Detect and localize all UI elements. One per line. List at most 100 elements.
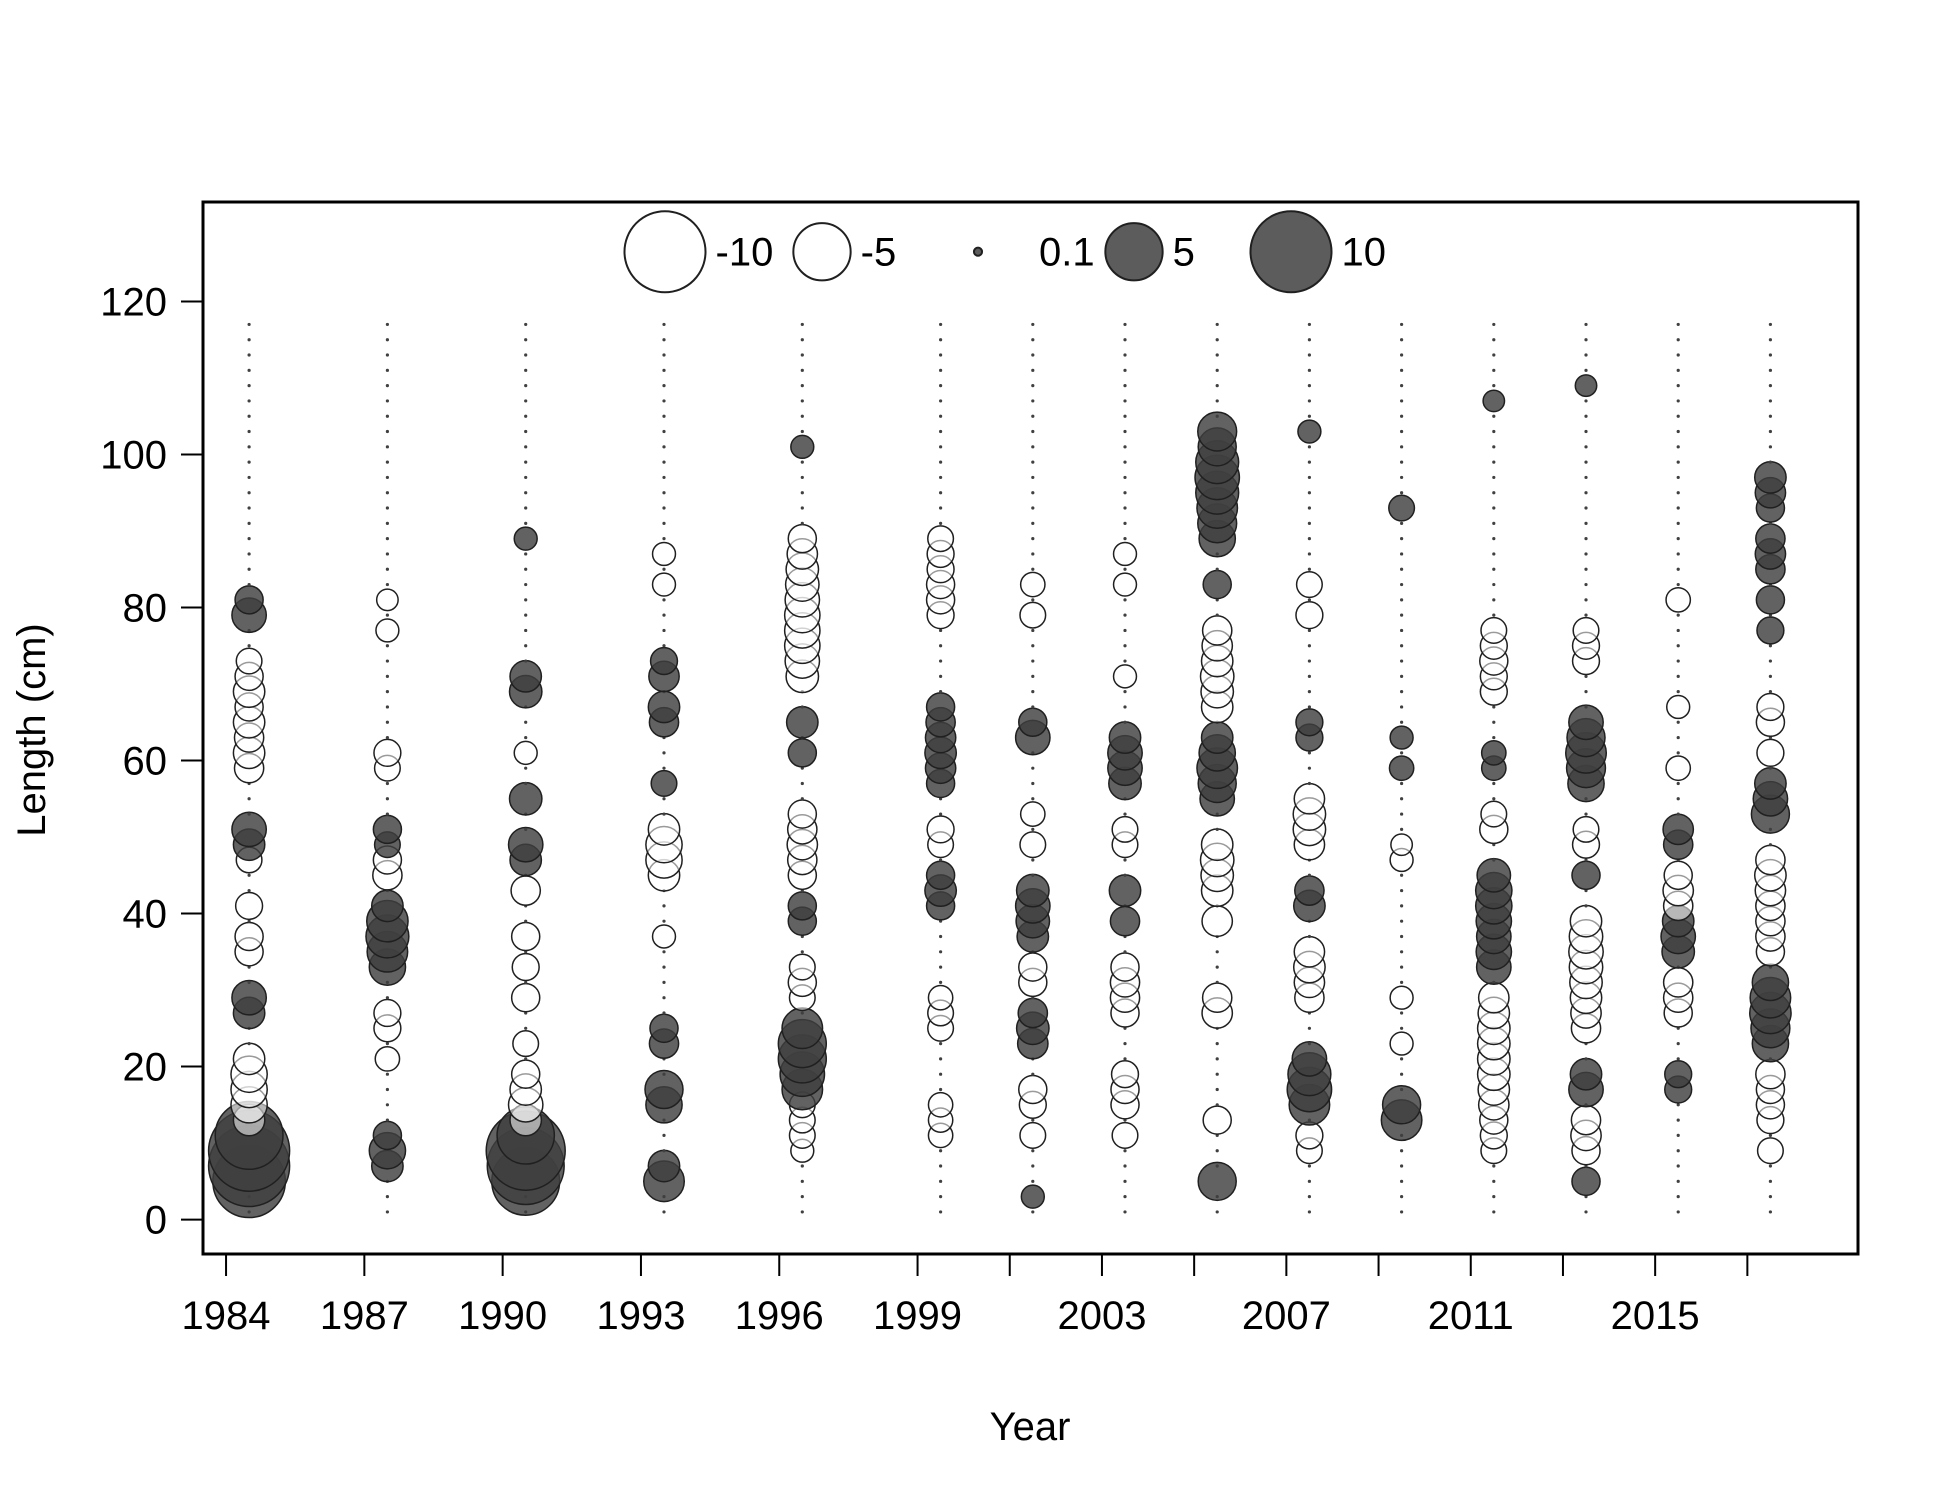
bubble-point-small: [524, 980, 528, 984]
bubble-point-small: [800, 1195, 804, 1199]
bubble-point-small: [662, 628, 666, 633]
bubble-point-small: [1492, 1179, 1496, 1183]
bubble-point-positive: [1297, 419, 1322, 444]
bubble-point-small: [1400, 491, 1404, 495]
bubble-point-small: [1123, 873, 1127, 877]
bubble-point-positive: [1664, 1060, 1693, 1089]
bubble-point-small: [1307, 705, 1312, 709]
bubble-point-small: [939, 353, 943, 357]
bubble-point-small: [1123, 506, 1127, 510]
bubble-point-small: [385, 1118, 390, 1122]
bubble-point-negative: [1295, 570, 1323, 599]
bubble-point-small: [662, 353, 666, 357]
bubble-point-small: [1031, 338, 1035, 342]
bubble-point-positive: [1108, 721, 1142, 755]
bubble-point-small: [1123, 353, 1127, 357]
bubble-point-small: [939, 934, 943, 939]
bubble-point-small: [247, 644, 251, 648]
year-column: [485, 322, 566, 1216]
bubble-point-small: [385, 414, 390, 418]
bubble-point-small: [1123, 1042, 1127, 1046]
bubble-point-negative: [651, 541, 677, 567]
bubble-point-negative: [1019, 571, 1046, 598]
bubble-point-small: [1400, 1026, 1404, 1030]
bubble-point-small: [662, 567, 666, 571]
bubble-point-small: [385, 690, 390, 694]
bubble-point-positive: [1197, 1161, 1237, 1202]
bubble-point-small: [1676, 368, 1680, 372]
bubble-point-negative: [787, 799, 818, 829]
bubble-point-small: [1031, 414, 1035, 418]
bubble-point-small: [1031, 1118, 1035, 1122]
bubble-point-small: [939, 628, 943, 633]
y-tick-label: 20: [123, 1046, 168, 1090]
bubble-point-positive: [1018, 707, 1048, 738]
bubble-point-small: [1676, 582, 1680, 587]
bubble-point-small: [1400, 904, 1404, 908]
bubble-point-small: [1307, 1195, 1312, 1199]
bubble-point-positive: [1753, 460, 1787, 494]
year-column: [1107, 322, 1143, 1214]
bubble-point-small: [524, 582, 528, 587]
bubble-point-small: [1492, 567, 1496, 571]
bubble-point-small: [524, 414, 528, 418]
bubble-point-small: [662, 384, 666, 388]
bubble-point-small: [1400, 1149, 1404, 1153]
bubble-point-negative: [927, 984, 954, 1011]
legend: -10 -5 0.1 5 10: [623, 210, 1387, 294]
bubble-point-small: [1400, 384, 1404, 388]
bubble-point-negative: [1110, 952, 1140, 982]
bubble-point-small: [1307, 751, 1312, 755]
bubble-point-negative: [373, 998, 402, 1028]
bubble-point-negative: [1293, 935, 1326, 968]
bubble-point-negative: [1112, 541, 1138, 567]
bubble-point-negative: [1295, 1121, 1324, 1150]
bubble-point-small: [1307, 934, 1312, 939]
bubble-point-small: [662, 460, 666, 464]
bubble-point-small: [662, 812, 666, 816]
bubble-point-negative: [927, 1091, 954, 1118]
bubble-point-small: [1584, 491, 1588, 495]
bubble-point-negative: [1480, 616, 1508, 645]
bubble-point-positive: [508, 781, 543, 816]
bubble-point-small: [524, 644, 528, 648]
legend-bubble: [792, 222, 852, 282]
bubble-point-small: [1307, 598, 1312, 602]
bubble-point-positive: [785, 705, 819, 739]
bubble-point-small: [1031, 353, 1035, 357]
bubble-point-small: [1031, 873, 1035, 877]
bubble-point-small: [1584, 812, 1588, 816]
legend-bubble: [623, 210, 707, 294]
bubble-point-small: [1215, 1087, 1219, 1092]
bubble-point-small: [1123, 628, 1127, 633]
bubble-point-small: [247, 338, 251, 342]
bubble-point-small: [385, 384, 390, 388]
bubble-point-small: [1584, 705, 1588, 709]
bubble-point-small: [1031, 827, 1035, 831]
bubble-point-small: [1676, 552, 1680, 556]
bubble-point-positive: [1388, 494, 1416, 522]
bubble-point-negative: [1019, 831, 1047, 859]
bubble-point-negative: [1390, 833, 1414, 857]
bubble-point-negative: [926, 815, 955, 844]
y-tick-label: 0: [145, 1199, 167, 1243]
bubble-point-small: [1307, 414, 1312, 418]
bubble-point-small: [1031, 766, 1035, 770]
bubble-point-small: [524, 429, 528, 434]
bubble-point-small: [1307, 781, 1312, 786]
bubble-point-positive: [1662, 813, 1695, 846]
bubble-point-small: [524, 613, 528, 617]
bubble-point-small: [1031, 644, 1035, 648]
bubble-point-small: [1031, 1210, 1035, 1214]
bubble-point-small: [662, 338, 666, 342]
bubble-point-small: [247, 353, 251, 357]
legend-label: 10: [1342, 231, 1387, 275]
bubble-point-negative: [235, 647, 263, 675]
bubble-point-small: [1400, 888, 1404, 893]
bubble-point-positive: [649, 646, 679, 676]
bubble-point-small: [1215, 322, 1219, 327]
bubble-point-small: [1400, 353, 1404, 357]
bubble-point-small: [939, 659, 943, 663]
bubble-point-small: [1400, 812, 1404, 816]
bubble-point-small: [524, 720, 528, 724]
